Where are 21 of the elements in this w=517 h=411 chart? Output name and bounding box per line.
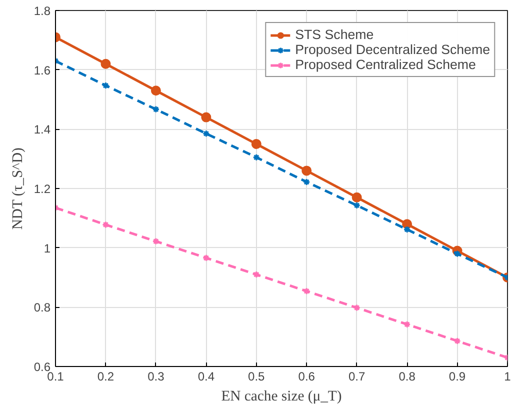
y-axis-title: NDT (τ_S^D) — [10, 147, 26, 230]
x-tick-label: 0.6 — [298, 370, 316, 384]
x-axis-title: EN cache size (μ_T) — [221, 388, 342, 404]
y-tick-label: 1.8 — [34, 4, 51, 18]
y-tick-label: 1 — [44, 241, 51, 256]
legend-label: Proposed Centralized Scheme — [295, 57, 476, 72]
x-tick-label: 0.4 — [198, 370, 215, 384]
x-tick-label: 0.1 — [47, 370, 64, 384]
legend-label: STS Scheme — [295, 27, 374, 42]
x-tick-label: 0.9 — [448, 370, 466, 384]
y-tick-label: 1.4 — [34, 122, 51, 137]
x-tick-label: 0.8 — [398, 370, 416, 384]
y-tick-label: 0.8 — [34, 300, 51, 315]
x-tick-label: 0.5 — [248, 370, 266, 384]
x-tick-label: 0.2 — [97, 370, 114, 384]
y-tick-label: 1.2 — [34, 182, 51, 196]
legend-label: Proposed Decentralized Scheme — [295, 42, 490, 57]
x-tick-label: 0.7 — [348, 370, 366, 384]
x-tick-label: 1 — [504, 370, 512, 384]
y-tick-label: 1.6 — [34, 63, 51, 78]
x-tick-label: 0.3 — [148, 370, 165, 384]
